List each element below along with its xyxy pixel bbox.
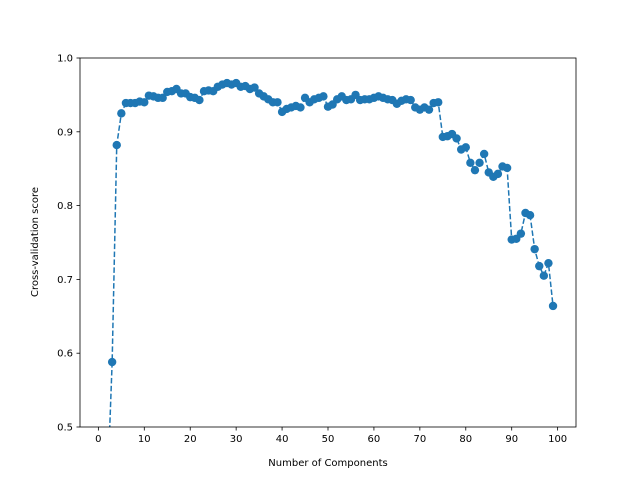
data-point (112, 140, 121, 150)
data-point (544, 258, 553, 268)
y-tick-label: 0.7 (57, 275, 73, 286)
data-point (479, 149, 489, 159)
data-point (530, 244, 539, 254)
x-axis-label: Number of Components (268, 458, 387, 469)
x-tick-label: 70 (413, 434, 426, 445)
data-point (273, 98, 282, 107)
data-point (158, 93, 167, 103)
data-point (117, 109, 126, 118)
data-point (475, 158, 484, 167)
data-point (493, 169, 503, 179)
data-point (461, 143, 470, 152)
data-point (470, 165, 480, 175)
data-point (452, 134, 461, 143)
data-point (434, 98, 443, 107)
y-tick-label: 0.6 (57, 349, 73, 360)
x-tick-label: 10 (138, 434, 151, 445)
x-tick-label: 60 (368, 434, 381, 445)
y-tick-label: 0.8 (57, 201, 73, 212)
x-tick-label: 80 (459, 434, 472, 445)
y-axis: 0.5 0.6 0.7 0.8 0.9 1.0 (57, 54, 80, 434)
x-tick-label: 0 (95, 434, 101, 445)
x-tick-label: 20 (184, 434, 197, 445)
data-point (107, 357, 117, 367)
x-tick-label: 40 (276, 434, 289, 445)
x-tick-label: 90 (505, 434, 518, 445)
plot-area (107, 78, 558, 427)
x-tick-label: 50 (322, 434, 335, 445)
x-tick-label: 30 (230, 434, 243, 445)
data-point (516, 229, 526, 238)
data-point (535, 261, 544, 271)
data-point (424, 105, 434, 114)
y-tick-label: 0.5 (57, 423, 73, 434)
data-point (140, 98, 149, 107)
y-tick-label: 1.0 (57, 54, 73, 65)
data-point (195, 95, 204, 105)
data-point (539, 271, 549, 280)
data-point (250, 83, 259, 92)
data-point (466, 158, 475, 167)
y-tick-label: 0.9 (57, 127, 73, 138)
data-point (525, 210, 535, 220)
data-point (296, 103, 305, 112)
x-tick-label: 100 (548, 434, 567, 445)
data-point (406, 95, 415, 105)
data-point (502, 163, 512, 173)
data-point (548, 301, 558, 311)
data-point (319, 92, 328, 101)
y-axis-label: Cross-validation score (30, 187, 41, 297)
x-axis: 0 10 20 30 40 50 60 70 80 90 100 (95, 427, 567, 445)
